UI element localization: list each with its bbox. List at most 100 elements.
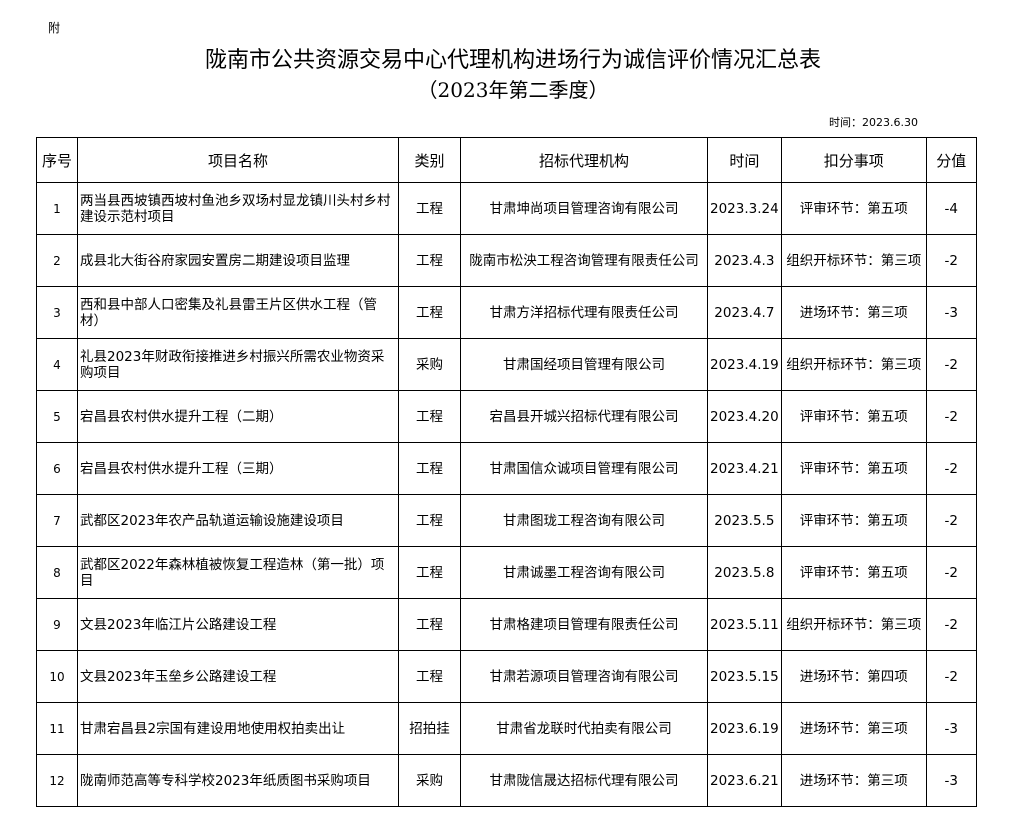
cell-deduction: 组织开标环节：第三项 [780,234,927,287]
cell-category: 工程 [398,494,461,547]
cell-agency: 甘肃坤尚项目管理咨询有限公司 [460,182,708,235]
cell-score: -2 [925,338,977,391]
cell-deduction: 组织开标环节：第三项 [780,598,927,651]
cell-category: 招拍挂 [398,702,461,755]
cell-name: 两当县西坡镇西坡村鱼池乡双场村显龙镇川头村乡村建设示范村项目 [77,182,399,235]
cell-deduction: 组织开标环节：第三项 [780,338,927,391]
cell-time: 2023.4.19 [707,338,782,391]
cell-name: 武都区2022年森林植被恢复工程造林（第一批）项目 [77,546,399,599]
cell-no: 3 [36,286,78,339]
cell-deduction: 评审环节：第五项 [780,182,927,235]
cell-time: 2023.3.24 [707,182,782,235]
cell-name: 文县2023年临江片公路建设工程 [77,598,399,651]
cell-score: -2 [925,442,977,495]
header-score: 分值 [925,137,977,183]
cell-category: 工程 [398,598,461,651]
page-subtitle: （2023年第二季度） [417,78,609,102]
cell-agency: 甘肃国经项目管理有限公司 [460,338,708,391]
cell-name: 成县北大街谷府家园安置房二期建设项目监理 [77,234,399,287]
cell-deduction: 评审环节：第五项 [780,390,927,443]
cell-agency: 宕昌县开城兴招标代理有限公司 [460,390,708,443]
page-title: 陇南市公共资源交易中心代理机构进场行为诚信评价情况汇总表 [204,48,821,73]
header-deduction: 扣分事项 [780,137,927,183]
cell-deduction: 进场环节：第四项 [780,650,927,703]
cell-score: -2 [925,650,977,703]
cell-no: 6 [36,442,78,495]
cell-time: 2023.6.21 [707,754,782,807]
cell-deduction: 评审环节：第五项 [780,442,927,495]
cell-deduction: 评审环节：第五项 [780,546,927,599]
date-label: 时间：2023.6.30 [829,116,918,129]
table-row: 1 两当县西坡镇西坡村鱼池乡双场村显龙镇川头村乡村建设示范村项目 工程 甘肃坤尚项目管… [36,182,977,235]
table-row: 6 宕昌县农村供水提升工程（三期） 工程 甘肃国信众诚项目管理有限公司 2023.4.2… [36,442,977,495]
cell-time: 2023.5.11 [707,598,782,651]
cell-no: 11 [36,702,78,755]
cell-no: 7 [36,494,78,547]
cell-time: 2023.5.15 [707,650,782,703]
cell-agency: 甘肃若源项目管理咨询有限公司 [460,650,708,703]
table-row: 3 西和县中部人口密集及礼县雷王片区供水工程（管材） 工程 甘肃方洋招标代理有限责任公… [36,286,977,339]
cell-category: 采购 [398,754,461,807]
cell-no: 5 [36,390,78,443]
table-row: 11 甘肃宕昌县2宗国有建设用地使用权拍卖出让 招拍挂 甘肃省龙联时代拍卖有限公司 20… [36,702,977,755]
cell-agency: 甘肃格建项目管理有限责任公司 [460,598,708,651]
table-row: 8 武都区2022年森林植被恢复工程造林（第一批）项目 工程 甘肃诚墨工程咨询有限公司… [36,546,977,599]
table-row: 4 礼县2023年财政衔接推进乡村振兴所需农业物资采购项目 采购 甘肃国经项目管理有限… [36,338,977,391]
cell-name: 宕昌县农村供水提升工程（三期） [77,442,399,495]
cell-category: 工程 [398,182,461,235]
cell-time: 2023.4.3 [707,234,782,287]
table-row: 9 文县2023年临江片公路建设工程 工程 甘肃格建项目管理有限责任公司 2023.5.… [36,598,977,651]
cell-agency: 甘肃图珑工程咨询有限公司 [460,494,708,547]
cell-name: 甘肃宕昌县2宗国有建设用地使用权拍卖出让 [77,702,399,755]
table-header-row: 序号 项目名称 类别 招标代理机构 时间 扣分事项 分值 [36,137,977,183]
cell-time: 2023.5.5 [707,494,782,547]
cell-score: -2 [925,234,977,287]
table-row: 12 陇南师范高等专科学校2023年纸质图书采购项目 采购 甘肃陇信晟达招标代理有限公… [36,754,977,807]
cell-name: 武都区2023年农产品轨道运输设施建设项目 [77,494,399,547]
table-row: 7 武都区2023年农产品轨道运输设施建设项目 工程 甘肃图珑工程咨询有限公司 2023… [36,494,977,547]
cell-no: 2 [36,234,78,287]
cell-deduction: 评审环节：第五项 [780,494,927,547]
cell-name: 陇南师范高等专科学校2023年纸质图书采购项目 [77,754,399,807]
cell-no: 10 [36,650,78,703]
cell-name: 宕昌县农村供水提升工程（二期） [77,390,399,443]
cell-no: 8 [36,546,78,599]
cell-score: -2 [925,390,977,443]
header-agency: 招标代理机构 [460,137,708,183]
cell-no: 12 [36,754,78,807]
cell-no: 1 [36,182,78,235]
cell-category: 工程 [398,390,461,443]
cell-score: -3 [925,286,977,339]
cell-deduction: 进场环节：第三项 [780,754,927,807]
cell-score: -2 [925,598,977,651]
cell-deduction: 进场环节：第三项 [780,286,927,339]
cell-time: 2023.4.20 [707,390,782,443]
cell-agency: 甘肃方洋招标代理有限责任公司 [460,286,708,339]
cell-name: 西和县中部人口密集及礼县雷王片区供水工程（管材） [77,286,399,339]
cell-score: -3 [925,754,977,807]
cell-category: 工程 [398,546,461,599]
cell-score: -2 [925,494,977,547]
cell-time: 2023.4.7 [707,286,782,339]
table-row: 5 宕昌县农村供水提升工程（二期） 工程 宕昌县开城兴招标代理有限公司 2023.4.2… [36,390,977,443]
cell-no: 9 [36,598,78,651]
header-name: 项目名称 [77,137,399,183]
table-row: 2 成县北大街谷府家园安置房二期建设项目监理 工程 陇南市松泱工程咨询管理有限责任公司… [36,234,977,287]
evaluation-table: 序号 项目名称 类别 招标代理机构 时间 扣分事项 分值 1 两当县西坡镇西坡村鱼池乡双场村显… [36,137,977,807]
cell-agency: 甘肃陇信晟达招标代理有限公司 [460,754,708,807]
cell-category: 工程 [398,234,461,287]
header-category: 类别 [398,137,461,183]
cell-category: 采购 [398,338,461,391]
cell-category: 工程 [398,286,461,339]
cell-score: -2 [925,546,977,599]
cell-agency: 甘肃诚墨工程咨询有限公司 [460,546,708,599]
cell-name: 文县2023年玉垒乡公路建设工程 [77,650,399,703]
cell-score: -3 [925,702,977,755]
cell-deduction: 进场环节：第三项 [780,702,927,755]
cell-time: 2023.6.19 [707,702,782,755]
table-row: 10 文县2023年玉垒乡公路建设工程 工程 甘肃若源项目管理咨询有限公司 2023.5… [36,650,977,703]
cell-agency: 陇南市松泱工程咨询管理有限责任公司 [460,234,708,287]
attachment-label: 附 [48,21,61,35]
header-no: 序号 [36,137,78,183]
header-time: 时间 [707,137,782,183]
